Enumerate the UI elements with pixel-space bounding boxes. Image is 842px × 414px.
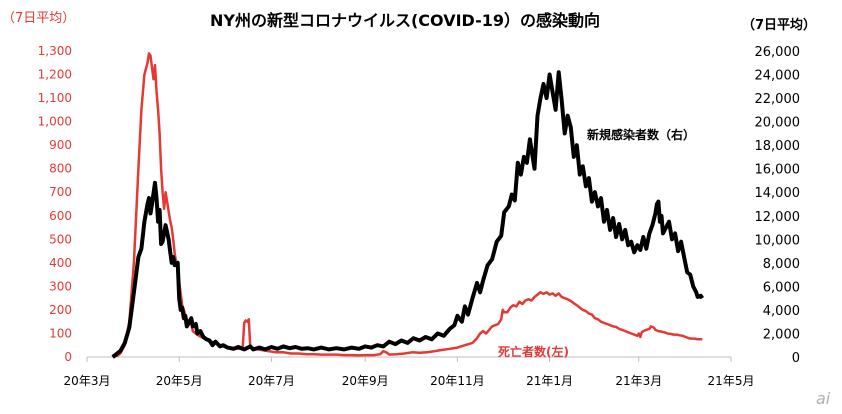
right-tick-label: 16,000 xyxy=(755,163,801,178)
left-tick-label: 300 xyxy=(49,279,72,293)
right-tick-label: 8,000 xyxy=(763,257,800,272)
left-tick-label: 1,300 xyxy=(38,44,72,58)
right-tick-label: 2,000 xyxy=(763,327,800,342)
series-line-cases xyxy=(111,70,704,359)
x-axis-ticks: 20年3月 20年5月 20年7月 20年9月 20年11月 21年1月 21年3月 21年5… xyxy=(64,357,755,388)
right-axis-ticks: 0 2,000 4,000 6,000 8,000 10,000 12,000 14,000 1… xyxy=(755,45,801,366)
right-tick-label: 0 xyxy=(792,351,800,366)
right-tick-label: 22,000 xyxy=(755,92,801,107)
right-tick-label: 6,000 xyxy=(763,280,800,295)
x-tick-label: 20年5月 xyxy=(156,374,203,388)
deaths-series-label: 死亡者数(左) xyxy=(498,344,569,359)
x-tick-label: 21年5月 xyxy=(708,374,755,388)
left-tick-label: 200 xyxy=(49,303,72,317)
left-tick-label: 900 xyxy=(49,138,72,152)
left-tick-label: 500 xyxy=(49,232,72,246)
left-tick-label: 800 xyxy=(49,162,72,176)
x-tick-label: 20年11月 xyxy=(430,374,485,388)
left-tick-label: 700 xyxy=(49,185,72,199)
left-tick-label: 0 xyxy=(64,350,72,364)
right-tick-label: 4,000 xyxy=(763,304,800,319)
right-tick-label: 20,000 xyxy=(755,116,801,131)
cases-series-label: 新規感染者数（右） xyxy=(587,127,695,142)
chart-title: NY州の新型コロナウイルス(COVID-19）の感染動向 xyxy=(210,11,600,30)
left-tick-label: 1,000 xyxy=(38,115,72,129)
right-tick-label: 14,000 xyxy=(755,186,801,201)
x-tick-label: 21年3月 xyxy=(615,374,662,388)
x-tick-label: 20年9月 xyxy=(342,374,389,388)
x-tick-label: 21年1月 xyxy=(526,374,573,388)
left-tick-label: 400 xyxy=(49,256,72,270)
watermark-logo: ai xyxy=(816,389,831,408)
right-tick-label: 10,000 xyxy=(755,233,801,248)
right-axis-unit: （7日平均） xyxy=(742,17,816,33)
left-axis-unit: （7日平均） xyxy=(2,11,75,26)
series-line-deaths xyxy=(112,52,703,359)
left-axis-ticks: 0 100 200 300 400 500 600 700 800 900 1,000 1,100 1,… xyxy=(38,44,72,364)
x-tick-label: 20年3月 xyxy=(64,374,111,388)
left-tick-label: 100 xyxy=(49,326,72,340)
right-tick-label: 24,000 xyxy=(755,69,801,84)
left-tick-label: 1,200 xyxy=(38,68,72,82)
left-tick-label: 1,100 xyxy=(38,91,72,105)
right-tick-label: 18,000 xyxy=(755,139,801,154)
left-tick-label: 600 xyxy=(49,209,72,223)
right-tick-label: 26,000 xyxy=(755,45,801,60)
x-tick-label: 20年7月 xyxy=(248,374,295,388)
right-tick-label: 12,000 xyxy=(755,210,801,225)
